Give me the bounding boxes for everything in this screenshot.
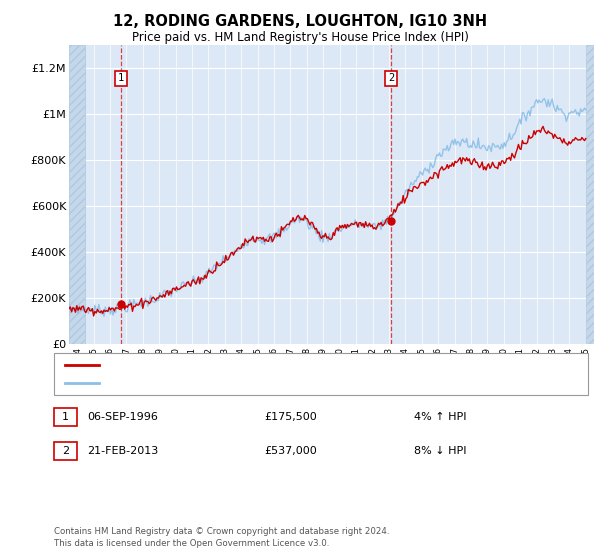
Text: 2: 2 [388, 73, 394, 83]
Text: Price paid vs. HM Land Registry's House Price Index (HPI): Price paid vs. HM Land Registry's House … [131, 31, 469, 44]
Text: HPI: Average price, detached house, Epping Forest: HPI: Average price, detached house, Eppi… [103, 378, 367, 388]
Text: £537,000: £537,000 [264, 446, 317, 456]
Text: 2: 2 [62, 446, 69, 456]
Text: 12, RODING GARDENS, LOUGHTON, IG10 3NH: 12, RODING GARDENS, LOUGHTON, IG10 3NH [113, 14, 487, 29]
Text: Contains HM Land Registry data © Crown copyright and database right 2024.
This d: Contains HM Land Registry data © Crown c… [54, 527, 389, 548]
Text: 1: 1 [62, 412, 69, 422]
Text: 12, RODING GARDENS, LOUGHTON, IG10 3NH (detached house): 12, RODING GARDENS, LOUGHTON, IG10 3NH (… [103, 360, 437, 370]
Bar [69, 45, 85, 344]
Text: 1: 1 [118, 73, 124, 83]
Bar [586, 45, 594, 344]
Text: £175,500: £175,500 [264, 412, 317, 422]
Text: 06-SEP-1996: 06-SEP-1996 [87, 412, 158, 422]
Text: 4% ↑ HPI: 4% ↑ HPI [414, 412, 467, 422]
Text: 8% ↓ HPI: 8% ↓ HPI [414, 446, 467, 456]
Text: 21-FEB-2013: 21-FEB-2013 [87, 446, 158, 456]
